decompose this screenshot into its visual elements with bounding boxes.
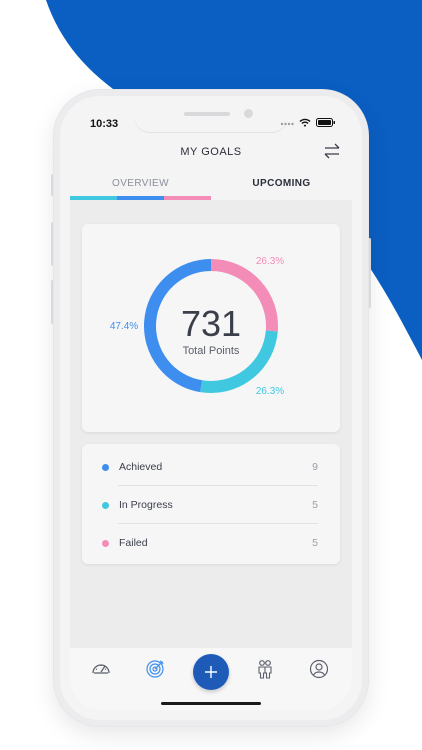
list-item-in-progress[interactable]: In Progress 5 bbox=[82, 486, 340, 524]
list-item-failed[interactable]: Failed 5 bbox=[82, 524, 340, 562]
donut-slice-in-progress bbox=[200, 330, 278, 393]
phone-notch bbox=[134, 106, 288, 132]
speedometer-icon[interactable] bbox=[90, 658, 112, 680]
legend-count: 9 bbox=[312, 461, 318, 473]
list-item-achieved[interactable]: Achieved 9 bbox=[82, 448, 340, 486]
phone-power-button bbox=[368, 238, 371, 308]
tab-overview[interactable]: OVERVIEW bbox=[112, 178, 169, 189]
speaker bbox=[184, 112, 230, 116]
phone-silent-switch bbox=[51, 174, 54, 196]
battery-icon bbox=[316, 118, 335, 127]
swap-arrows-icon[interactable] bbox=[322, 142, 342, 160]
add-goal-button[interactable] bbox=[193, 654, 229, 690]
profile-icon[interactable] bbox=[308, 658, 330, 680]
tab-upcoming[interactable]: UPCOMING bbox=[252, 178, 311, 189]
tab-bar: OVERVIEW UPCOMING bbox=[70, 176, 352, 200]
slice-label-achieved: 47.4% bbox=[110, 321, 138, 332]
status-time: 10:33 bbox=[90, 118, 119, 130]
achieved-dot bbox=[102, 463, 109, 471]
failed-dot bbox=[102, 539, 109, 547]
chart-card: 26.3% 26.3% 47.4% 731 Total Points bbox=[82, 224, 340, 432]
bottom-nav bbox=[70, 648, 352, 710]
wifi-icon bbox=[299, 118, 311, 127]
divider bbox=[118, 485, 318, 486]
legend-label: In Progress bbox=[119, 499, 173, 511]
divider bbox=[118, 523, 318, 524]
status-icons bbox=[280, 118, 336, 127]
home-indicator[interactable] bbox=[161, 702, 261, 705]
donut-slice-achieved bbox=[144, 259, 212, 393]
slice-label-in-progress: 26.3% bbox=[256, 386, 284, 397]
camera bbox=[244, 109, 253, 118]
donut-slice-failed bbox=[210, 259, 278, 332]
total-points-label: Total Points bbox=[183, 345, 240, 357]
page-title: MY GOALS bbox=[180, 146, 242, 158]
legend-label: Failed bbox=[119, 537, 148, 549]
in-progress-dot bbox=[102, 501, 109, 509]
plus-icon bbox=[205, 666, 217, 678]
active-tab-indicator bbox=[70, 196, 211, 200]
legend-card: Achieved 9 In Progress 5 Failed 5 bbox=[82, 444, 340, 564]
legend-count: 5 bbox=[312, 537, 318, 549]
phone-volume-down bbox=[51, 280, 54, 324]
phone-volume-up bbox=[51, 222, 54, 266]
total-points-value: 731 bbox=[181, 303, 241, 344]
target-icon[interactable] bbox=[144, 658, 166, 680]
legend-label: Achieved bbox=[119, 461, 163, 473]
legend-count: 5 bbox=[312, 499, 318, 511]
slice-label-failed: 26.3% bbox=[256, 256, 284, 267]
app-screen: 10:33 MY GOALS OVERVIEW UPCOMING 26.3% bbox=[70, 106, 352, 710]
signal-icon bbox=[280, 122, 294, 125]
people-icon[interactable] bbox=[254, 658, 276, 680]
